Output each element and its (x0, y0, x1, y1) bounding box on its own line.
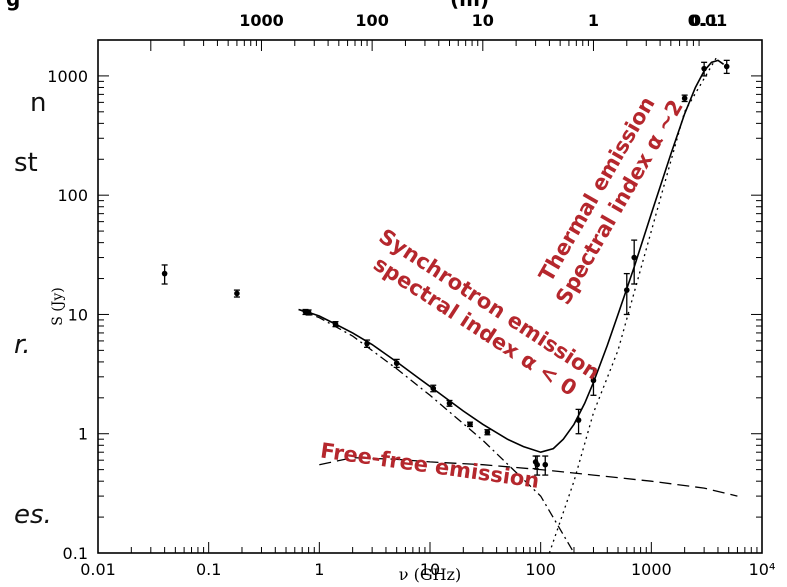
y-tick-label: 1 (78, 425, 88, 444)
data-point (467, 421, 473, 428)
slide-text-fragment: r. (14, 330, 31, 360)
slide-text-fragment: es. (14, 500, 52, 530)
data-point (701, 65, 707, 72)
y-axis-label: S (Jy) (50, 287, 66, 326)
data-point (623, 287, 630, 293)
data-point (393, 360, 400, 367)
data-point (681, 95, 688, 102)
data-point (484, 429, 491, 435)
x-tick-label: 10 (420, 560, 440, 579)
top-tick-label: 0.1 (690, 11, 718, 30)
data-point (364, 340, 370, 347)
data-point (161, 270, 168, 277)
y-tick-label: 10 (68, 305, 88, 324)
data-point (430, 385, 437, 392)
slide-text-fragment: n (30, 88, 47, 118)
data-point (542, 461, 549, 468)
x-tick-label: 0.01 (80, 560, 116, 579)
top-tick-label: 100 (355, 11, 388, 30)
top-tick-label: 1000 (239, 11, 284, 30)
annotation-2: Free-free emission (319, 438, 541, 492)
x-tick-label: 1 (314, 560, 324, 579)
data-point (631, 254, 637, 261)
y-tick-label: 100 (57, 186, 88, 205)
data-point (332, 321, 339, 327)
data-point (723, 63, 730, 70)
data-point (305, 309, 312, 316)
annotation-line: Free-free emission (319, 438, 541, 492)
x-axis-label: ν (GHz) (399, 565, 461, 584)
x-tick-label: 10⁴ (749, 560, 776, 579)
top-tick-label: 10 (472, 11, 494, 30)
top-axis-title-fragment: g (6, 0, 20, 11)
y-tick-label: 0.1 (63, 544, 88, 563)
data-point (590, 377, 597, 384)
top-tick-label: 1 (588, 11, 599, 30)
x-tick-label: 100 (525, 560, 556, 579)
data-point (534, 461, 540, 468)
model-curve-dashed (319, 457, 738, 497)
x-tick-label: 1000 (631, 560, 672, 579)
model-curve-dashdot (298, 308, 575, 554)
x-tick-label: 0.1 (196, 560, 221, 579)
data-point (234, 290, 240, 297)
data-point (446, 400, 453, 407)
slide-text-fragment: st (14, 148, 38, 178)
data-point (575, 417, 582, 423)
top-axis-unit-fragment: (m) (450, 0, 489, 11)
top-tick-label: 0.01 (688, 11, 727, 30)
y-tick-label: 1000 (47, 67, 88, 86)
